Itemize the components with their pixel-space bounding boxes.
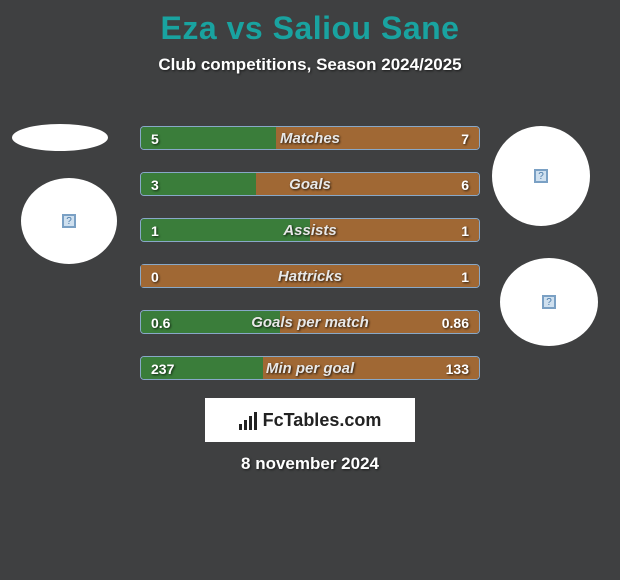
left-player-avatar: ? bbox=[21, 178, 117, 264]
stat-label: Min per goal bbox=[141, 357, 479, 381]
stat-label: Goals per match bbox=[141, 311, 479, 335]
stat-label: Goals bbox=[141, 173, 479, 197]
right-player-avatar: ? bbox=[492, 126, 590, 226]
fctables-logo[interactable]: FcTables.com bbox=[205, 398, 415, 442]
stat-label: Matches bbox=[141, 127, 479, 151]
stats-container: 57Matches 36Goals 11Assists 01Hattricks 0.60… bbox=[140, 126, 480, 402]
stat-row: 36Goals bbox=[140, 172, 480, 196]
logo-bars-icon bbox=[239, 410, 257, 430]
stat-label: Assists bbox=[141, 219, 479, 243]
image-placeholder-icon: ? bbox=[542, 295, 556, 309]
right-club-avatar: ? bbox=[500, 258, 598, 346]
stat-row: 0.60.86Goals per match bbox=[140, 310, 480, 334]
stat-label: Hattricks bbox=[141, 265, 479, 289]
stat-row: 237133Min per goal bbox=[140, 356, 480, 380]
image-placeholder-icon: ? bbox=[534, 169, 548, 183]
logo-text: FcTables.com bbox=[263, 410, 382, 431]
stat-row: 57Matches bbox=[140, 126, 480, 150]
stat-row: 01Hattricks bbox=[140, 264, 480, 288]
stat-row: 11Assists bbox=[140, 218, 480, 242]
image-placeholder-icon: ? bbox=[62, 214, 76, 228]
left-player-shadow bbox=[12, 124, 108, 151]
date-label: 8 november 2024 bbox=[0, 454, 620, 474]
page-title: Eza vs Saliou Sane bbox=[0, 0, 620, 47]
subtitle: Club competitions, Season 2024/2025 bbox=[0, 55, 620, 75]
